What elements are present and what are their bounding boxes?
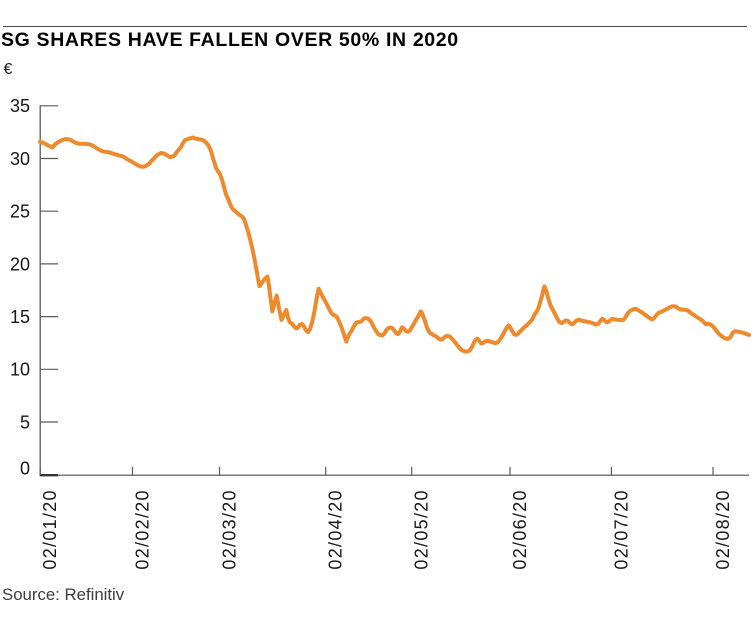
svg-text:20: 20: [10, 254, 30, 274]
svg-text:02/05/20: 02/05/20: [412, 489, 432, 569]
svg-text:02/06/20: 02/06/20: [510, 489, 530, 569]
svg-text:30: 30: [10, 149, 30, 169]
svg-text:35: 35: [10, 96, 30, 116]
svg-text:02/04/20: 02/04/20: [326, 489, 346, 569]
svg-text:0: 0: [20, 459, 30, 479]
svg-text:02/02/20: 02/02/20: [133, 489, 153, 569]
svg-text:02/01/20: 02/01/20: [40, 489, 60, 569]
svg-text:10: 10: [10, 360, 30, 380]
svg-text:25: 25: [10, 202, 30, 222]
svg-text:02/07/20: 02/07/20: [611, 489, 631, 569]
svg-text:02/08/20: 02/08/20: [713, 489, 733, 569]
svg-text:15: 15: [10, 307, 30, 327]
svg-text:5: 5: [20, 412, 30, 432]
svg-text:02/03/20: 02/03/20: [220, 489, 240, 569]
